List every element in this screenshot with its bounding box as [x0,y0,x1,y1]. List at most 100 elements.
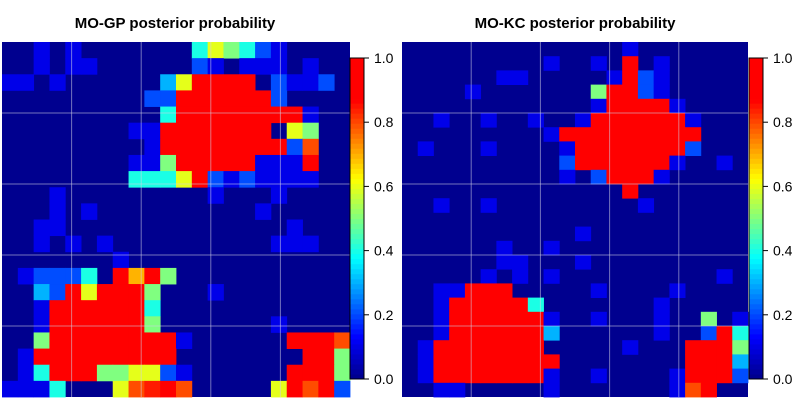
heatmap-cell [49,300,66,317]
heatmap-cell [590,84,607,100]
heatmap-cell [81,267,98,285]
colorbar-segment [350,133,364,139]
heatmap-cell [286,154,303,172]
heatmap-cell [160,171,177,188]
heatmap-cell [96,316,114,333]
heatmap-cell [176,122,193,140]
heatmap-cell [286,219,303,237]
colorbar-segment [749,158,763,164]
colorbar-segment [350,183,364,189]
heatmap-cell [96,284,114,301]
heatmap-cell [732,368,749,384]
heatmap-cell [65,300,82,317]
colorbar-segment [749,63,763,69]
heatmap-cell [128,171,145,188]
heatmap-cell [622,127,639,142]
heatmap-cell [160,267,177,285]
colorbar-segment [350,168,364,174]
colorbar-segment [749,343,763,350]
colorbar-segment [350,88,364,94]
heatmap-cell [223,90,240,107]
heatmap-cell [685,340,702,355]
heatmap-cell [653,98,670,114]
heatmap-cell [160,90,177,107]
heatmap-cell [480,283,497,298]
heatmap-cell [223,154,240,172]
heatmap-cell [49,332,66,349]
heatmap-cell [33,219,50,237]
heatmap-cell [449,283,466,298]
heatmap-cell [700,354,717,369]
heatmap-cell [270,154,288,172]
heatmap-cell [239,90,256,107]
heatmap-cell [96,348,114,366]
heatmap-cell [49,364,66,382]
heatmap-cell [144,284,161,301]
colorbar-segment [749,133,763,139]
heatmap-cell [622,184,639,199]
colorbar-segment [350,308,364,315]
heatmap-cell [449,297,466,313]
heatmap-cell [128,300,145,317]
colorbar-segment [749,328,763,335]
colorbar-segment [749,58,763,64]
heatmap-cell [96,235,114,253]
heatmap-cell [527,326,544,341]
heatmap-cell [575,113,592,128]
heatmap-cell [685,127,702,142]
heatmap-panel-mo-gp: MO-GP posterior probability 0.0 0.2 0.4 0.6… [2,15,394,398]
colorbar-segment [350,213,364,219]
colorbar-segment [350,108,364,114]
heatmap-cell [496,283,513,298]
heatmap-cell [590,98,607,114]
heatmap-cell [144,122,161,140]
heatmap-cell [496,340,513,355]
heatmap-cell [334,364,351,382]
heatmap-cell [512,255,529,270]
heatmap-cell [543,127,560,142]
heatmap-cell [433,311,450,327]
heatmap-cell [653,297,670,313]
heatmap-cell [512,368,529,384]
heatmap-cell [270,235,288,253]
heatmap-cell [207,187,224,204]
colorbar-segment [749,243,763,250]
colorbar-segment [749,323,763,330]
colorbar-segment [350,83,364,89]
heatmap-cell [223,74,240,91]
heatmap-cell [112,267,129,285]
heatmap-cell [716,326,733,341]
heatmap-cell [464,283,482,298]
heatmap-cell [622,340,639,355]
heatmap-cell [637,84,655,100]
heatmap-cell [207,171,224,188]
heatmap-cell [685,354,702,369]
heatmap-cell [464,84,482,100]
heatmap-cell [128,316,145,333]
heatmap-cell [286,122,303,140]
heatmap-cell [286,380,303,398]
colorbar-segment [749,238,763,245]
colorbar-frame [748,57,764,380]
colorbar-segment [749,268,763,275]
colorbar-segment [350,73,364,79]
heatmap-cell [81,332,98,349]
heatmap-cell [590,283,607,298]
heatmap-cell [255,58,272,75]
heatmap-cell [669,155,686,171]
heatmap-cell [464,354,482,369]
heatmap-cell [65,332,82,349]
heatmap-cell [637,98,655,114]
colorbar-segment [749,333,763,340]
heatmap-cell [207,154,224,172]
colorbar-segment [350,373,364,380]
heatmap-cell [144,90,161,107]
heatmap-cell [334,332,351,349]
heatmap-cell [207,74,224,91]
heatmap-cell [191,74,209,91]
heatmap-cell [559,127,576,142]
heatmap-cell [223,171,240,188]
colorbar-segment [350,288,364,295]
heatmap-cell [207,106,224,124]
heatmap-cell [17,348,35,366]
